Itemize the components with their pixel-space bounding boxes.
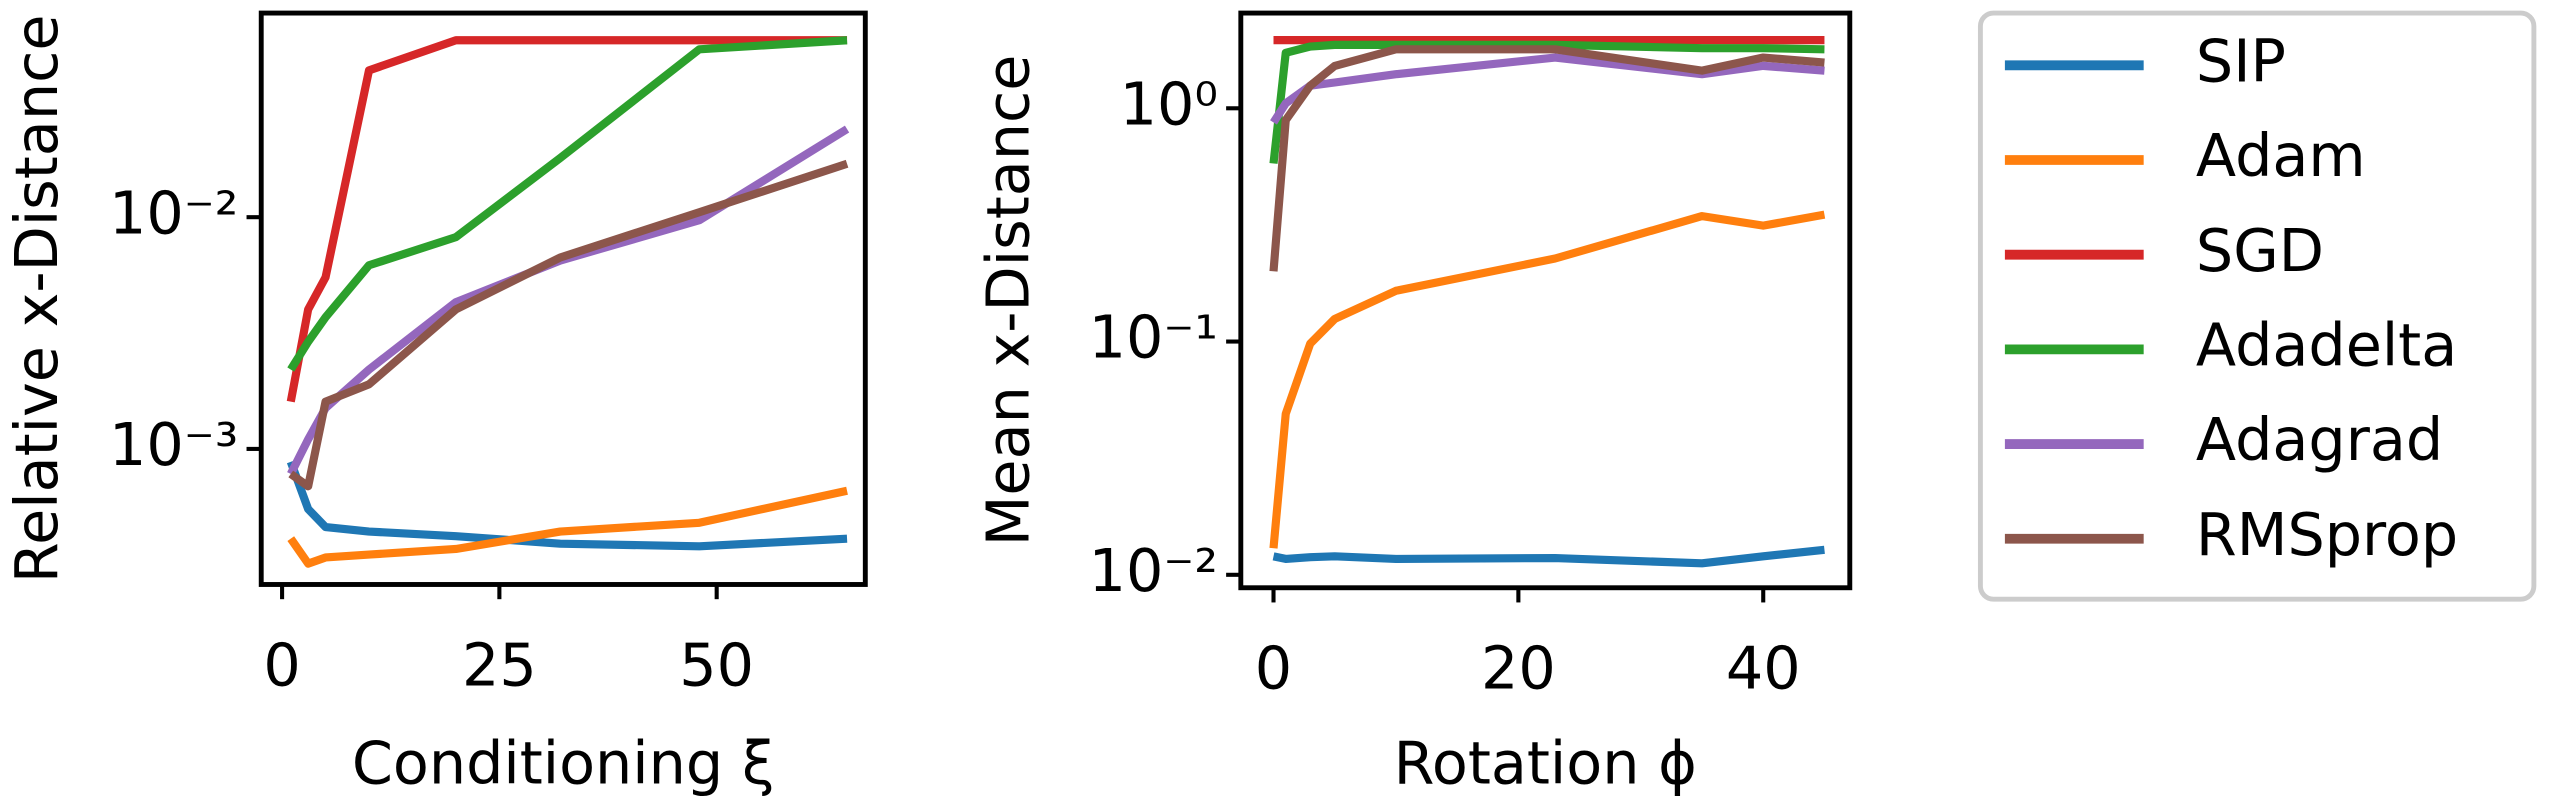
y-tick-label: 10⁻² — [1089, 536, 1218, 605]
x-axis-label: Rotation ϕ — [1394, 728, 1697, 797]
y-axis-label: Relative x-Distance — [2, 14, 71, 583]
legend-label: Adagrad — [2196, 405, 2443, 474]
series-line — [1270, 53, 1825, 125]
legend-label: RMSprop — [2196, 500, 2458, 569]
x-tick-label: 20 — [1481, 634, 1556, 703]
legend-label: Adam — [2196, 121, 2366, 190]
x-tick-label: 50 — [679, 630, 754, 699]
series-line — [1269, 40, 1825, 164]
x-tick-label: 0 — [263, 630, 300, 699]
y-tick-label: 10⁻¹ — [1089, 303, 1218, 372]
legend-label: SGD — [2196, 216, 2324, 285]
x-tick-label: 25 — [462, 630, 537, 699]
plot-frame — [1238, 10, 1853, 591]
series-line — [288, 159, 849, 491]
x-tick-label: 0 — [1255, 634, 1292, 703]
legend-label: Adadelta — [2196, 310, 2457, 379]
series-line — [286, 460, 848, 551]
series-line — [287, 36, 848, 372]
y-axis-label: Mean x-Distance — [973, 55, 1042, 547]
y-tick-label: 10⁻³ — [109, 410, 238, 479]
series-line — [287, 486, 848, 568]
series-line — [287, 125, 850, 476]
y-tick-label: 10⁻² — [109, 178, 238, 247]
series-line — [1272, 545, 1825, 568]
x-axis-label: Conditioning ξ — [352, 728, 775, 797]
legend-label: SIP — [2196, 26, 2286, 95]
series-line — [286, 36, 848, 403]
series-line — [1269, 210, 1826, 549]
x-tick-label: 40 — [1726, 634, 1801, 703]
plot-frame — [258, 10, 868, 587]
y-tick-label: 10⁰ — [1120, 69, 1218, 138]
series-line — [1269, 45, 1825, 272]
